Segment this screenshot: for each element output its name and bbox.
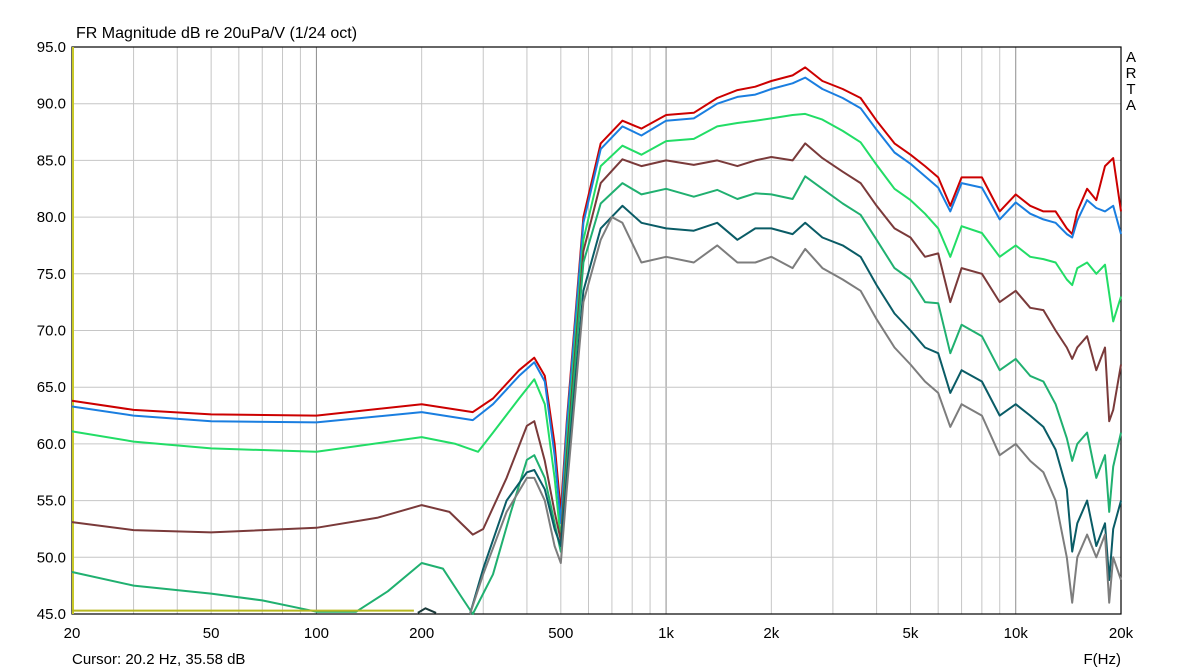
y-tick-label: 55.0 (37, 493, 66, 510)
y-tick-label: 80.0 (37, 209, 66, 226)
x-tick-label: 20k (1109, 625, 1134, 642)
brand-letter: R (1126, 65, 1137, 82)
y-tick-label: 70.0 (37, 323, 66, 340)
series-lines (71, 66, 1122, 615)
y-tick-label: 60.0 (37, 436, 66, 453)
y-tick-label: 50.0 (37, 549, 66, 566)
x-tick-label: 20 (64, 625, 81, 642)
chart-title: FR Magnitude dB re 20uPa/V (1/24 oct) (76, 25, 357, 42)
y-tick-label: 85.0 (37, 152, 66, 169)
series-line-7 (469, 216, 1122, 615)
series-line-4 (71, 142, 1122, 542)
y-tick-label: 95.0 (37, 39, 66, 56)
x-tick-label: 100 (304, 625, 329, 642)
x-tick-label: 200 (409, 625, 434, 642)
x-axis-ticks: 20 50 100 200 500 1k 2k 5k 10k 20k (64, 625, 1134, 642)
y-tick-label: 45.0 (37, 606, 66, 623)
x-tick-label: 5k (903, 625, 919, 642)
series-line-1 (71, 66, 1122, 513)
x-tick-label: 500 (548, 625, 573, 642)
series-line-9 (417, 607, 437, 614)
y-tick-label: 75.0 (37, 266, 66, 283)
brand-letter: T (1126, 81, 1135, 98)
series-line-2 (71, 76, 1122, 525)
y-tick-label: 65.0 (37, 379, 66, 396)
x-tick-label: 10k (1004, 625, 1029, 642)
x-tick-label: 1k (658, 625, 674, 642)
x-tick-label: 2k (763, 625, 779, 642)
brand-letter: A (1126, 49, 1136, 66)
y-axis-ticks: 95.0 90.0 85.0 80.0 75.0 70.0 65.0 60.0 55.0 50.0… (37, 39, 66, 623)
x-tick-label: 50 (203, 625, 220, 642)
series-line-5 (71, 175, 1122, 615)
series-line-6 (469, 204, 1122, 615)
x-axis-label: F(Hz) (1084, 651, 1122, 668)
y-tick-label: 90.0 (37, 96, 66, 113)
series-line-3 (71, 112, 1122, 542)
brand-letter: A (1126, 97, 1136, 114)
cursor-readout: Cursor: 20.2 Hz, 35.58 dB (72, 651, 245, 668)
